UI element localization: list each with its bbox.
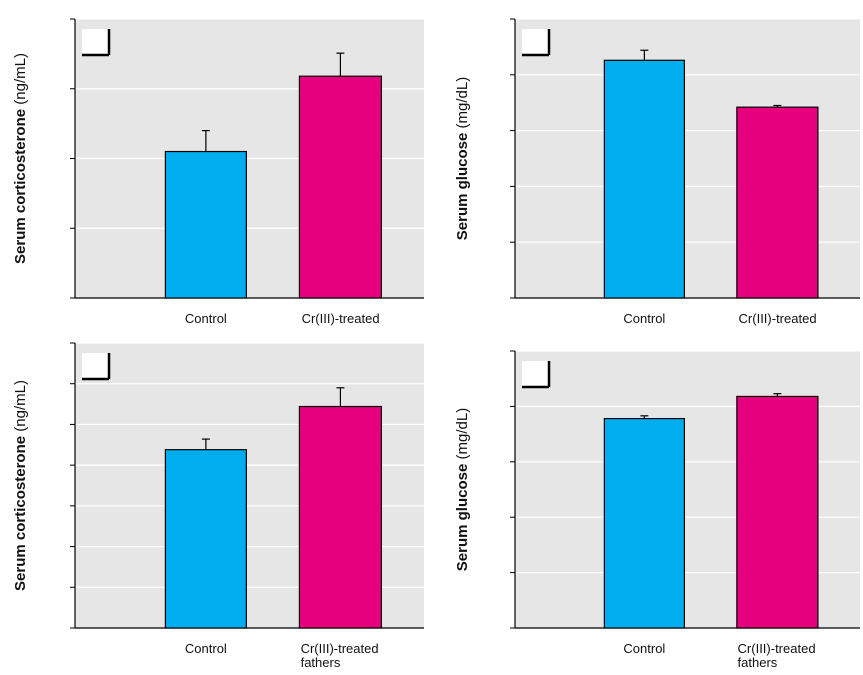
panel-c: Control Cr(III)-treated fathers Serum corti… (12, 342, 424, 670)
panel-letter-box (82, 29, 109, 55)
bar-treated (736, 395, 819, 629)
y-axis-label-bold: Serum corticosterone (12, 436, 29, 591)
x-category-label: Control (623, 311, 665, 326)
y-axis-label-unit: (mg/dL) (454, 77, 471, 133)
y-axis-label-unit: (mg/dL) (454, 408, 471, 464)
x-category-label: Control (185, 311, 227, 326)
x-category-label: Cr(III)-treated (302, 311, 380, 326)
y-axis-label-bold: Serum glucose (454, 464, 471, 572)
y-axis-label: Serum corticosterone (ng/mL) (12, 380, 29, 591)
x-category-label: Cr(III)-treated (739, 311, 817, 326)
x-category-label: Control (185, 641, 227, 656)
panel-b: Control Cr(III)-treated Serum glucose (mg/… (454, 18, 860, 326)
y-axis-label-unit: (ng/mL) (12, 53, 29, 109)
panel-a: Control Cr(III)-treated Serum corticostero… (12, 18, 424, 326)
y-axis-label-unit: (ng/mL) (12, 380, 29, 436)
bar-control (164, 449, 247, 629)
panel-letter-box (522, 29, 549, 55)
panel-letter-box (82, 353, 109, 379)
bar-treated (298, 75, 383, 299)
y-axis-label-bold: Serum corticosterone (12, 109, 29, 264)
panel-letter-box (522, 361, 549, 387)
bar-control (603, 59, 685, 299)
bar-control (164, 150, 247, 299)
bar-treated (736, 106, 819, 299)
y-axis-label: Serum glucose (mg/dL) (454, 408, 471, 571)
bar-control (603, 417, 685, 629)
y-axis-label: Serum glucose (mg/dL) (454, 77, 471, 240)
x-category-label: Cr(III)-treated fathers (738, 641, 816, 670)
y-axis-label-bold: Serum glucose (454, 133, 471, 241)
x-category-label: Control (623, 641, 665, 656)
x-category-label: Cr(III)-treated fathers (301, 641, 379, 670)
panel-d: Control Cr(III)-treated fathers Serum gluco… (454, 350, 860, 670)
bar-treated (298, 405, 383, 629)
y-axis-label: Serum corticosterone (ng/mL) (12, 53, 29, 264)
